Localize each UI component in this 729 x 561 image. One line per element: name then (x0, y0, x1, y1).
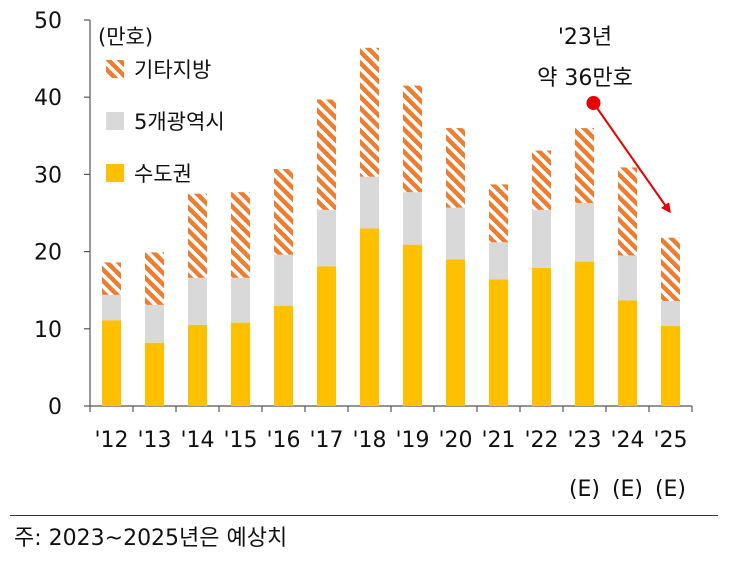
x-sublabel: (E) (655, 477, 686, 502)
bar-segment (403, 192, 422, 245)
bar-segment (317, 99, 336, 210)
bar-segment (102, 320, 121, 406)
bar-segment (575, 202, 594, 262)
bar-segment (446, 128, 465, 208)
y-tick-label: 20 (34, 241, 62, 266)
bar-segment (145, 252, 164, 305)
bar-segment (317, 266, 336, 406)
footnote: 주: 2023~2025년은 예상치 (14, 526, 288, 551)
x-tick-label: '18 (352, 428, 386, 453)
x-tick-label: '24 (610, 428, 644, 453)
bar-segment (317, 209, 336, 267)
bar-segment (446, 207, 465, 260)
bar-segment (532, 209, 551, 268)
unit-label: (만호) (98, 25, 153, 49)
bar-segment (274, 168, 293, 255)
x-sublabel: (E) (569, 477, 600, 502)
bar-segment (446, 259, 465, 406)
legend-label: 5개광역시 (134, 110, 225, 134)
bar-segment (360, 176, 379, 229)
bar-segment (145, 304, 164, 343)
x-tick-label: '13 (137, 428, 171, 453)
bar-segment (489, 184, 508, 243)
bar-segment (360, 47, 379, 177)
bar-segment (661, 237, 680, 302)
bar-segment (188, 324, 207, 406)
bar-segment (274, 305, 293, 406)
bar-segment (360, 228, 379, 406)
legend-label: 기타지방 (134, 58, 211, 82)
bar-segment (532, 150, 551, 210)
bar-segment (661, 301, 680, 326)
x-tick-label: '21 (481, 428, 515, 453)
legend-label: 수도권 (134, 162, 192, 186)
bar-segment (231, 192, 250, 278)
bar-segment (188, 193, 207, 278)
x-tick-label: '12 (94, 428, 128, 453)
x-tick-label: '22 (524, 428, 558, 453)
bar-segment (145, 342, 164, 406)
x-tick-labels: '12 '13 '14 '15 '16 '17 '18 '19 '20 '21 '22 '23 (E) '… (94, 428, 687, 502)
y-tick-label: 10 (34, 318, 62, 343)
x-tick-label: '15 (223, 428, 257, 453)
bar-segment (102, 262, 121, 295)
bar-segment (274, 254, 293, 306)
x-tick-label: '25 (653, 428, 687, 453)
x-tick-label: '17 (309, 428, 343, 453)
annotation-arrow (592, 102, 671, 214)
legend-swatch (106, 60, 124, 78)
y-tick-label: 50 (34, 9, 62, 34)
x-sublabel: (E) (612, 477, 643, 502)
x-tick-label: '23 (567, 428, 601, 453)
bar-segment (188, 277, 207, 325)
bar-segment (575, 261, 594, 406)
bar-segment (618, 167, 637, 256)
bar-segment (489, 242, 508, 280)
bar-segment (618, 255, 637, 301)
bar-segment (231, 277, 250, 323)
bar-segment (231, 322, 250, 406)
annotation-line1: '23년 (558, 25, 612, 50)
annotation-line2: 약 36만호 (537, 66, 633, 91)
bar-segment (661, 325, 680, 406)
bars (102, 47, 680, 406)
y-tick-label: 0 (48, 395, 62, 420)
legend-swatch (106, 164, 124, 182)
bar-segment (403, 244, 422, 406)
x-tick-label: '20 (438, 428, 472, 453)
y-tick-label: 40 (34, 86, 62, 111)
bar-segment (102, 294, 121, 321)
footnote-divider (10, 515, 718, 516)
x-tick-label: '16 (266, 428, 300, 453)
bar-segment (489, 279, 508, 406)
bar-segment (618, 300, 637, 406)
y-tick-label: 30 (34, 163, 62, 188)
x-tick-label: '14 (180, 428, 214, 453)
legend-swatch (106, 112, 124, 130)
bar-segment (532, 267, 551, 406)
bar-segment (403, 85, 422, 193)
x-tick-label: '19 (395, 428, 429, 453)
bar-segment (575, 128, 594, 203)
